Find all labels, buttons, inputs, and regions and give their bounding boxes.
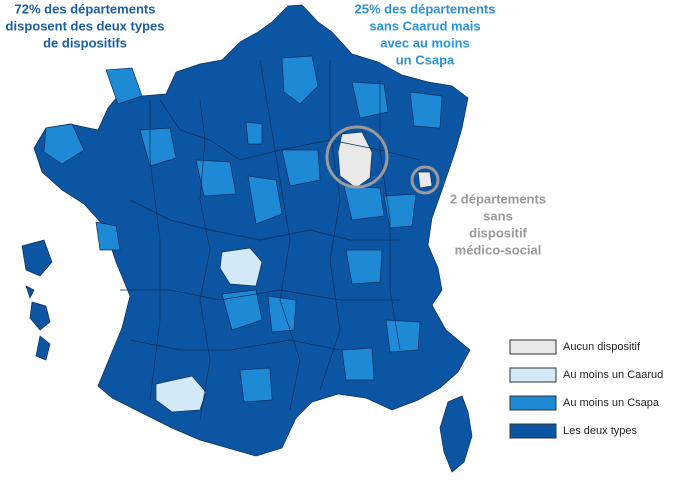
outremer (21, 239, 53, 361)
annotation-line: 72% des départements (15, 1, 156, 16)
annotation-line: de dispositifs (43, 35, 127, 50)
legend-label: Aucun dispositif (563, 341, 641, 353)
legend-label: Les deux types (563, 425, 637, 437)
none-meuse (337, 131, 373, 189)
legend-swatch (509, 395, 557, 411)
legend-label: Au moins un Caarud (563, 369, 663, 381)
legend-swatch (509, 367, 557, 383)
legend-label: Au moins un Csapa (563, 397, 660, 409)
highlight-circle (410, 165, 440, 195)
legend: Aucun dispositif Au moins un Caarud Au moi… (509, 339, 663, 439)
annotation-line: dispositif (469, 225, 527, 240)
caarud-creuse (219, 247, 263, 287)
legend-swatch (509, 339, 557, 355)
annotation-line: un Csapa (396, 52, 455, 67)
map (21, 4, 473, 473)
none-belfort (417, 171, 433, 189)
annotations: 72% des départements disposent des deux t… (6, 1, 547, 257)
annotation-line: sans (483, 208, 513, 223)
csapa-departments (43, 55, 443, 403)
caarud-gers (155, 375, 207, 413)
annotation-line: médico-social (455, 242, 542, 257)
borders (120, 59, 421, 421)
annotation-line: disposent des deux types (6, 18, 165, 33)
annotation-line: avec au moins (380, 35, 470, 50)
highlight-circle (325, 125, 389, 189)
legend-swatch (509, 423, 557, 439)
annotation-line: 25% des départements (355, 1, 496, 16)
annotation-line: sans Caarud mais (369, 18, 480, 33)
corsica (439, 395, 473, 473)
annotation-line: 2 départements (450, 191, 546, 206)
